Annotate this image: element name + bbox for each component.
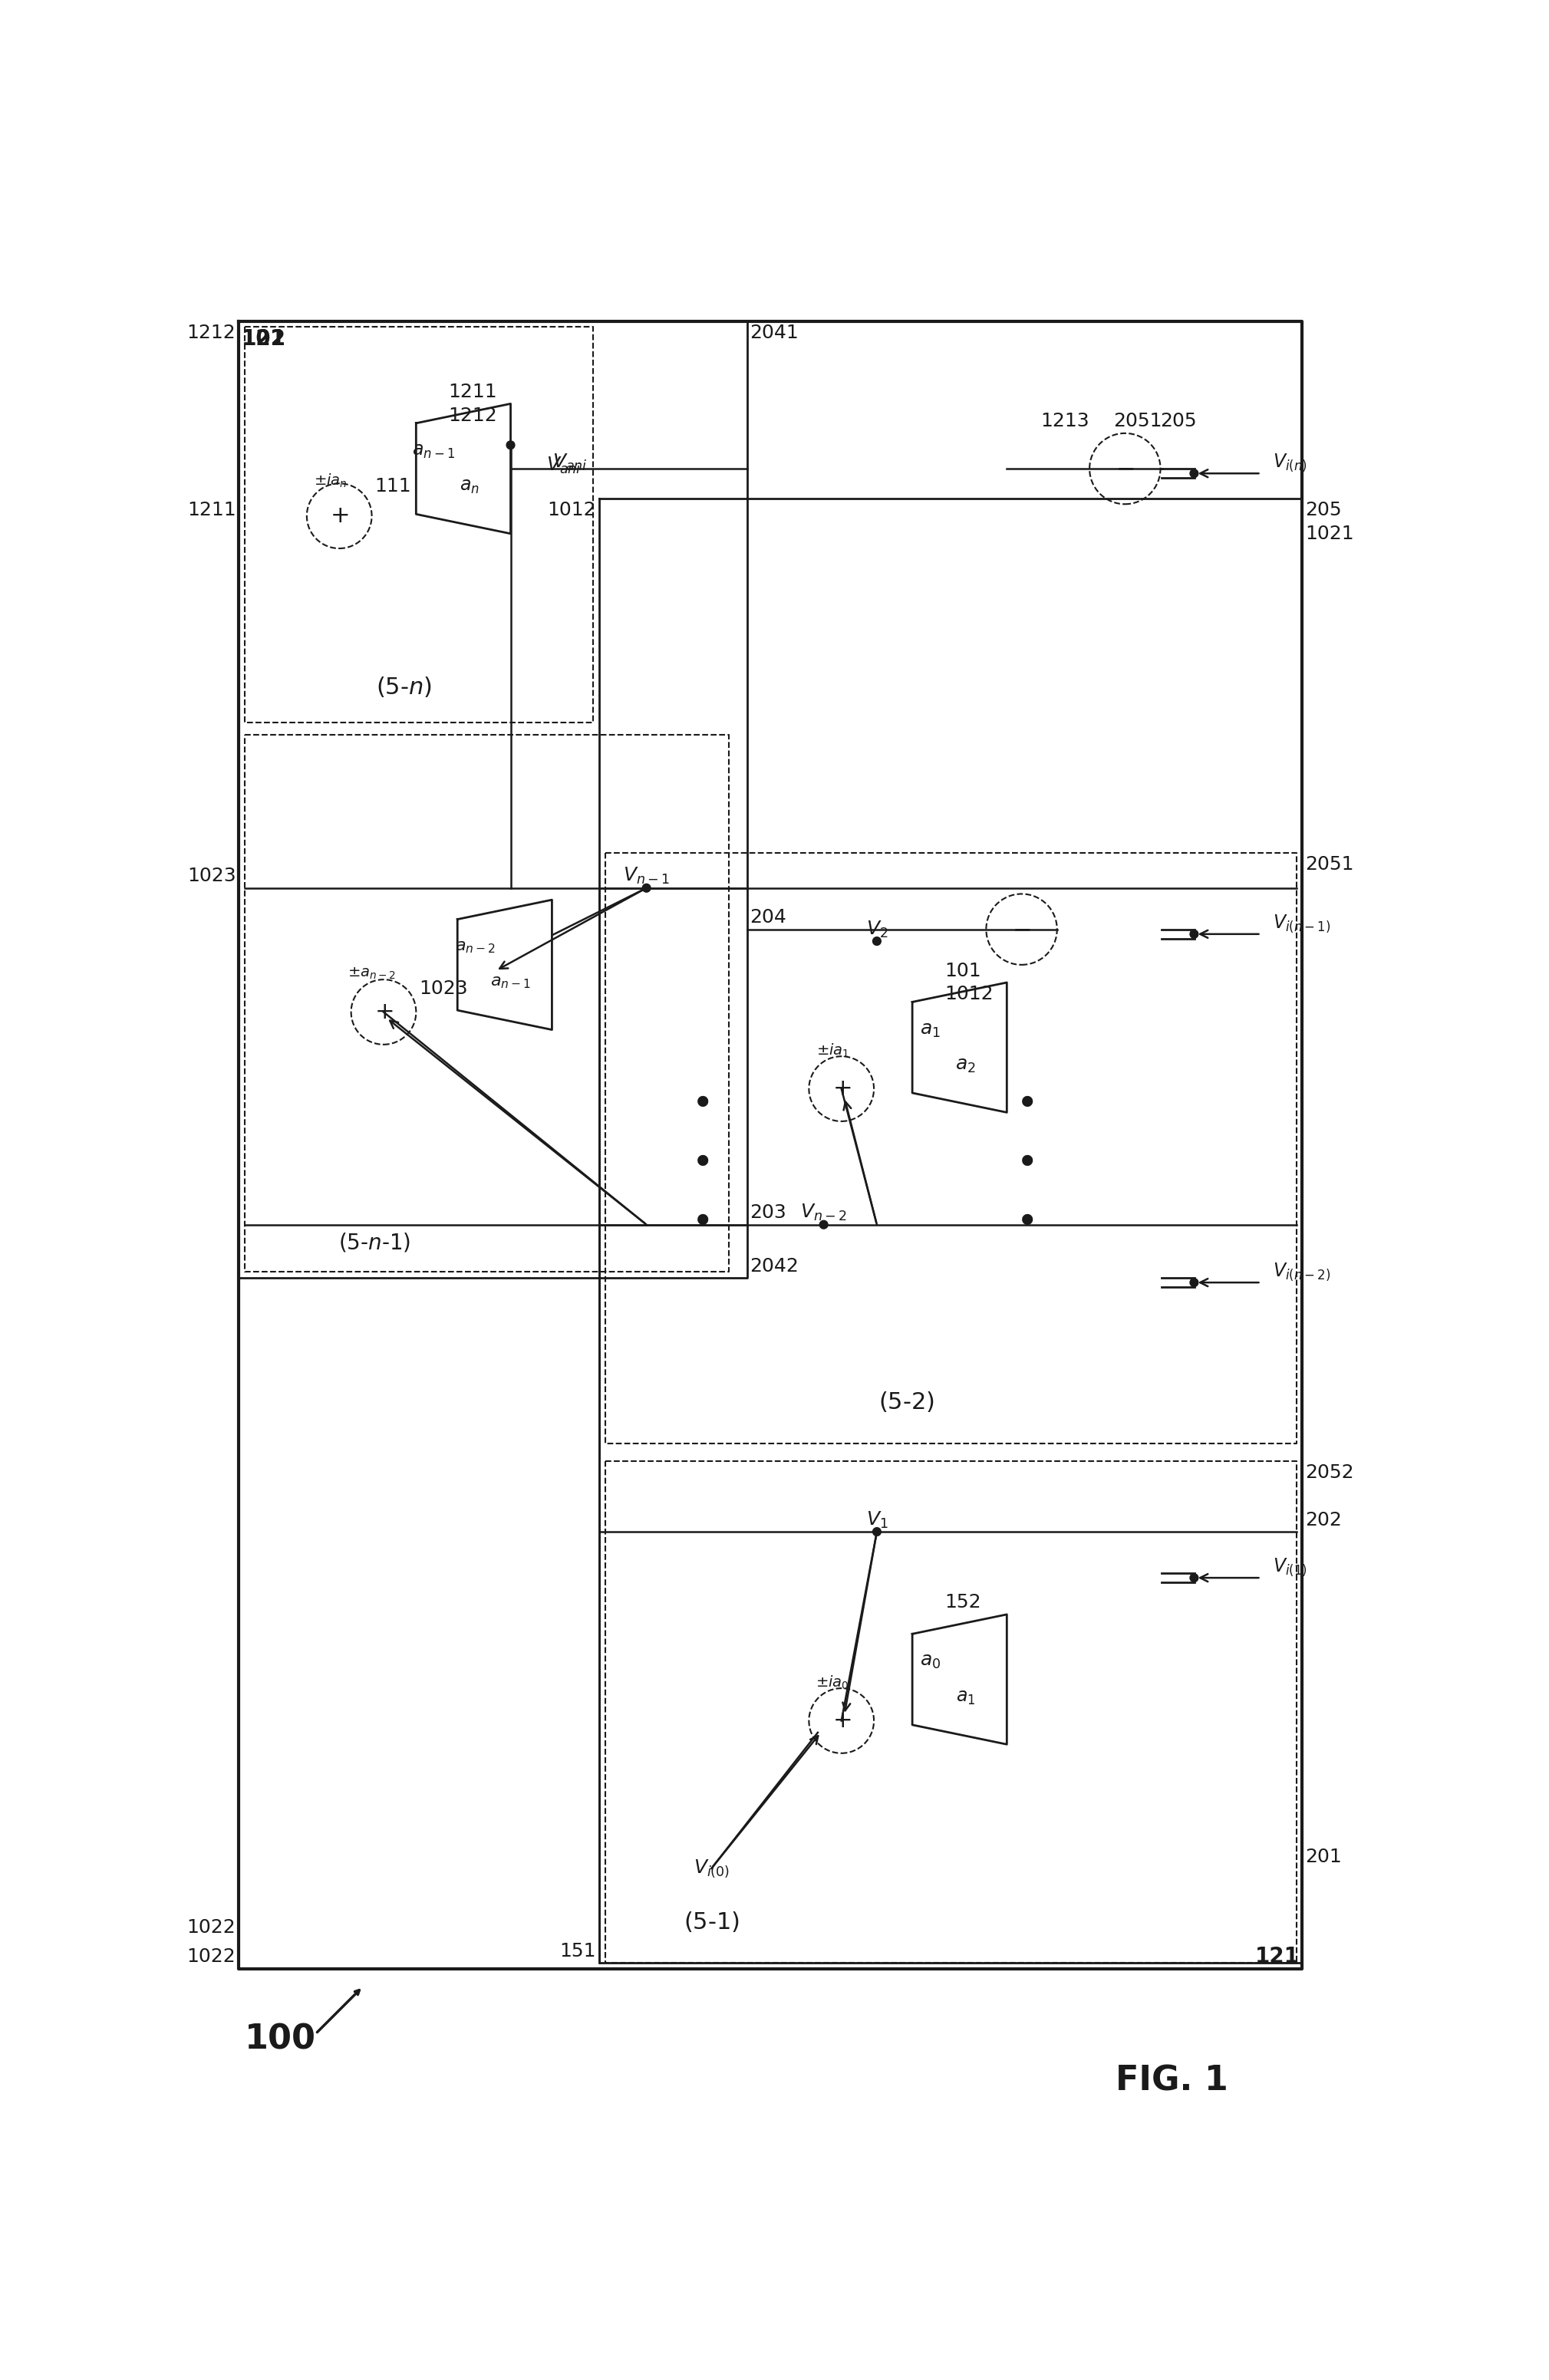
Text: $a_1$: $a_1$ bbox=[956, 1687, 976, 1706]
Text: 201: 201 bbox=[1306, 1847, 1341, 1866]
Polygon shape bbox=[239, 321, 747, 1278]
Text: $a_{n-2}$: $a_{n-2}$ bbox=[455, 940, 496, 954]
Text: $V_{n-2}$: $V_{n-2}$ bbox=[801, 1202, 847, 1223]
Text: $-$: $-$ bbox=[1115, 457, 1134, 481]
Text: $V_1$: $V_1$ bbox=[866, 1509, 888, 1530]
Text: 205: 205 bbox=[1306, 500, 1341, 519]
Text: 203: 203 bbox=[750, 1204, 787, 1221]
Text: $V_2$: $V_2$ bbox=[866, 919, 888, 940]
Text: $\pm ia_0$: $\pm ia_0$ bbox=[816, 1673, 849, 1690]
Text: $(5\text{-}n)$: $(5\text{-}n)$ bbox=[376, 676, 432, 700]
Text: $\pm ia_1$: $\pm ia_1$ bbox=[816, 1042, 849, 1059]
Text: $a_{n-1}$: $a_{n-1}$ bbox=[491, 976, 531, 990]
Text: $\bullet$: $\bullet$ bbox=[1015, 1083, 1033, 1119]
Text: $V_{ani}$: $V_{ani}$ bbox=[551, 452, 587, 474]
Text: $V_{n-1}$: $V_{n-1}$ bbox=[623, 866, 669, 885]
Text: $+$: $+$ bbox=[375, 1002, 393, 1023]
Text: 2051: 2051 bbox=[1114, 412, 1162, 431]
Circle shape bbox=[507, 440, 514, 450]
Polygon shape bbox=[417, 405, 511, 533]
Text: 1211: 1211 bbox=[187, 500, 235, 519]
Text: $\bullet$: $\bullet$ bbox=[691, 1200, 709, 1238]
Text: 1023: 1023 bbox=[187, 866, 235, 885]
Text: 1213: 1213 bbox=[1041, 412, 1089, 431]
Polygon shape bbox=[912, 983, 1007, 1111]
Text: 100: 100 bbox=[245, 2023, 316, 2056]
Text: 2042: 2042 bbox=[750, 1257, 799, 1276]
Polygon shape bbox=[599, 497, 1303, 1963]
Text: $a_0$: $a_0$ bbox=[920, 1652, 940, 1671]
Text: $V_{i(n-1)}$: $V_{i(n-1)}$ bbox=[1273, 914, 1331, 933]
Text: $+$: $+$ bbox=[832, 1709, 850, 1733]
Text: 2052: 2052 bbox=[1306, 1464, 1354, 1483]
Text: $V_{i(0)}$: $V_{i(0)}$ bbox=[694, 1859, 730, 1878]
Text: 205: 205 bbox=[1160, 412, 1197, 431]
Text: $a_{n-1}$: $a_{n-1}$ bbox=[412, 443, 455, 459]
Text: $V_{i(n)}$: $V_{i(n)}$ bbox=[1273, 452, 1307, 474]
Circle shape bbox=[1190, 1573, 1199, 1583]
Text: 102: 102 bbox=[242, 328, 287, 350]
Text: 1021: 1021 bbox=[1306, 524, 1354, 543]
Text: 1023: 1023 bbox=[420, 978, 468, 997]
Text: $a_1$: $a_1$ bbox=[920, 1021, 940, 1040]
Polygon shape bbox=[606, 1461, 1297, 1963]
Text: 111: 111 bbox=[375, 478, 412, 495]
Text: $\pm ia_n$: $\pm ia_n$ bbox=[314, 471, 347, 488]
Text: 1211: 1211 bbox=[449, 383, 497, 402]
Text: $+$: $+$ bbox=[832, 1078, 850, 1100]
Circle shape bbox=[643, 883, 651, 892]
Text: 2051: 2051 bbox=[1306, 854, 1354, 873]
Polygon shape bbox=[245, 735, 730, 1271]
Text: 1022: 1022 bbox=[187, 1947, 235, 1966]
Polygon shape bbox=[606, 852, 1297, 1442]
Text: 121: 121 bbox=[242, 328, 287, 350]
Text: $\bullet$: $\bullet$ bbox=[1015, 1142, 1033, 1178]
Text: $V_{i(n-2)}$: $V_{i(n-2)}$ bbox=[1273, 1261, 1331, 1283]
Text: 152: 152 bbox=[945, 1595, 982, 1611]
Text: 1022: 1022 bbox=[187, 1918, 235, 1937]
Polygon shape bbox=[457, 900, 551, 1031]
Text: $V_{ani}$: $V_{ani}$ bbox=[547, 455, 581, 476]
Text: $\pm a_{n-2}$: $\pm a_{n-2}$ bbox=[347, 966, 397, 981]
Text: $a_n$: $a_n$ bbox=[460, 478, 479, 495]
Text: $(5\text{-}1)$: $(5\text{-}1)$ bbox=[683, 1909, 739, 1933]
Text: 204: 204 bbox=[750, 909, 787, 926]
Text: $\bullet$: $\bullet$ bbox=[691, 1142, 709, 1178]
Text: $(5\text{-}n\text{-}1)$: $(5\text{-}n\text{-}1)$ bbox=[339, 1230, 410, 1254]
Circle shape bbox=[1190, 931, 1199, 938]
Circle shape bbox=[872, 938, 881, 945]
Text: 121: 121 bbox=[1255, 1947, 1300, 1968]
Text: $V_{i(1)}$: $V_{i(1)}$ bbox=[1273, 1557, 1307, 1578]
Text: $\bullet$: $\bullet$ bbox=[1015, 1200, 1033, 1238]
Text: 1012: 1012 bbox=[547, 500, 596, 519]
Text: 1012: 1012 bbox=[945, 985, 993, 1004]
Text: $+$: $+$ bbox=[330, 505, 349, 526]
Circle shape bbox=[1190, 1278, 1199, 1288]
Polygon shape bbox=[245, 326, 593, 724]
Text: 1212: 1212 bbox=[449, 407, 497, 424]
Polygon shape bbox=[912, 1614, 1007, 1745]
Text: 1212: 1212 bbox=[187, 324, 235, 343]
Text: 2041: 2041 bbox=[750, 324, 799, 343]
Text: 151: 151 bbox=[559, 1942, 596, 1961]
Text: $a_2$: $a_2$ bbox=[956, 1057, 976, 1073]
Circle shape bbox=[872, 1528, 881, 1535]
Text: FIG. 1: FIG. 1 bbox=[1115, 2063, 1228, 2097]
Text: 202: 202 bbox=[1306, 1511, 1341, 1528]
Text: 101: 101 bbox=[945, 962, 982, 981]
Polygon shape bbox=[239, 321, 1303, 1968]
Text: $(5\text{-}2)$: $(5\text{-}2)$ bbox=[878, 1390, 934, 1414]
Circle shape bbox=[819, 1221, 827, 1228]
Text: $\bullet$: $\bullet$ bbox=[691, 1083, 709, 1119]
Circle shape bbox=[1190, 469, 1199, 478]
Text: $-$: $-$ bbox=[1011, 919, 1032, 940]
